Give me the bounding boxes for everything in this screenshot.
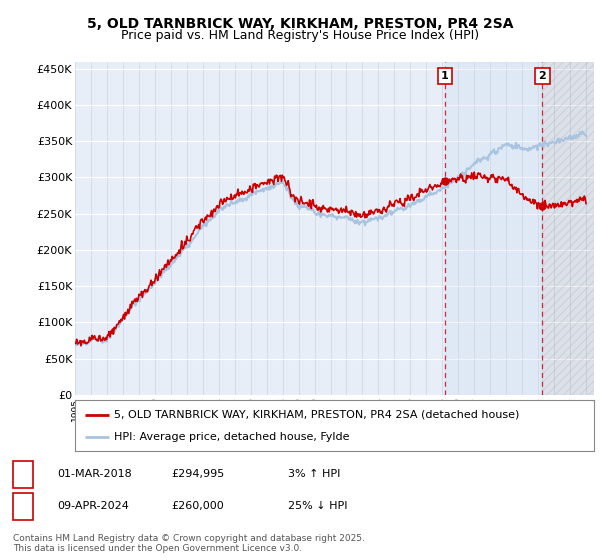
Text: 01-MAR-2018: 01-MAR-2018: [57, 469, 132, 479]
Text: Contains HM Land Registry data © Crown copyright and database right 2025.
This d: Contains HM Land Registry data © Crown c…: [13, 534, 365, 553]
Text: 2: 2: [19, 501, 27, 511]
Text: 1: 1: [19, 469, 27, 479]
Text: 09-APR-2024: 09-APR-2024: [57, 501, 129, 511]
Text: 5, OLD TARNBRICK WAY, KIRKHAM, PRESTON, PR4 2SA (detached house): 5, OLD TARNBRICK WAY, KIRKHAM, PRESTON, …: [114, 409, 519, 419]
Text: 2: 2: [539, 71, 546, 81]
Text: 1: 1: [441, 71, 449, 81]
Text: HPI: Average price, detached house, Fylde: HPI: Average price, detached house, Fyld…: [114, 432, 349, 442]
Text: £260,000: £260,000: [171, 501, 224, 511]
Bar: [445, 62, 542, 395]
Bar: [542, 62, 594, 395]
Text: 3% ↑ HPI: 3% ↑ HPI: [288, 469, 340, 479]
Text: 5, OLD TARNBRICK WAY, KIRKHAM, PRESTON, PR4 2SA: 5, OLD TARNBRICK WAY, KIRKHAM, PRESTON, …: [87, 17, 513, 31]
Text: Price paid vs. HM Land Registry's House Price Index (HPI): Price paid vs. HM Land Registry's House …: [121, 29, 479, 42]
Text: 25% ↓ HPI: 25% ↓ HPI: [288, 501, 347, 511]
Text: £294,995: £294,995: [171, 469, 224, 479]
